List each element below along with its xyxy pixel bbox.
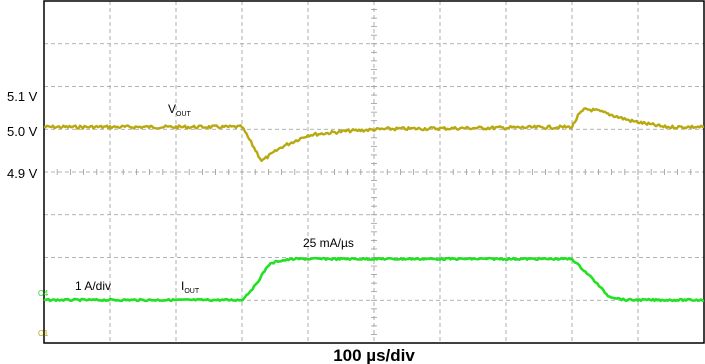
- vout-label: VOUT: [168, 102, 192, 118]
- channel-marker-c1: C1: [38, 329, 49, 338]
- vout-tick-4.9: 4.9 V: [7, 166, 38, 181]
- vout-tick-5.0: 5.0 V: [7, 124, 38, 139]
- iout-label: IOUT: [181, 279, 200, 295]
- slew-rate-label: 25 mA/µs: [303, 236, 354, 250]
- iout-trace: [43, 256, 705, 303]
- timebase-label: 100 µs/div: [333, 346, 415, 364]
- vout-axis: 5.1 V 5.0 V 4.9 V: [7, 89, 38, 181]
- plot-frame: [43, 0, 705, 344]
- vout-trace: [43, 107, 705, 163]
- grid: [43, 0, 705, 344]
- vout-tick-5.1: 5.1 V: [7, 89, 38, 104]
- current-scale-label: 1 A/div: [75, 279, 111, 293]
- channel-marker-c4: C4: [38, 289, 49, 298]
